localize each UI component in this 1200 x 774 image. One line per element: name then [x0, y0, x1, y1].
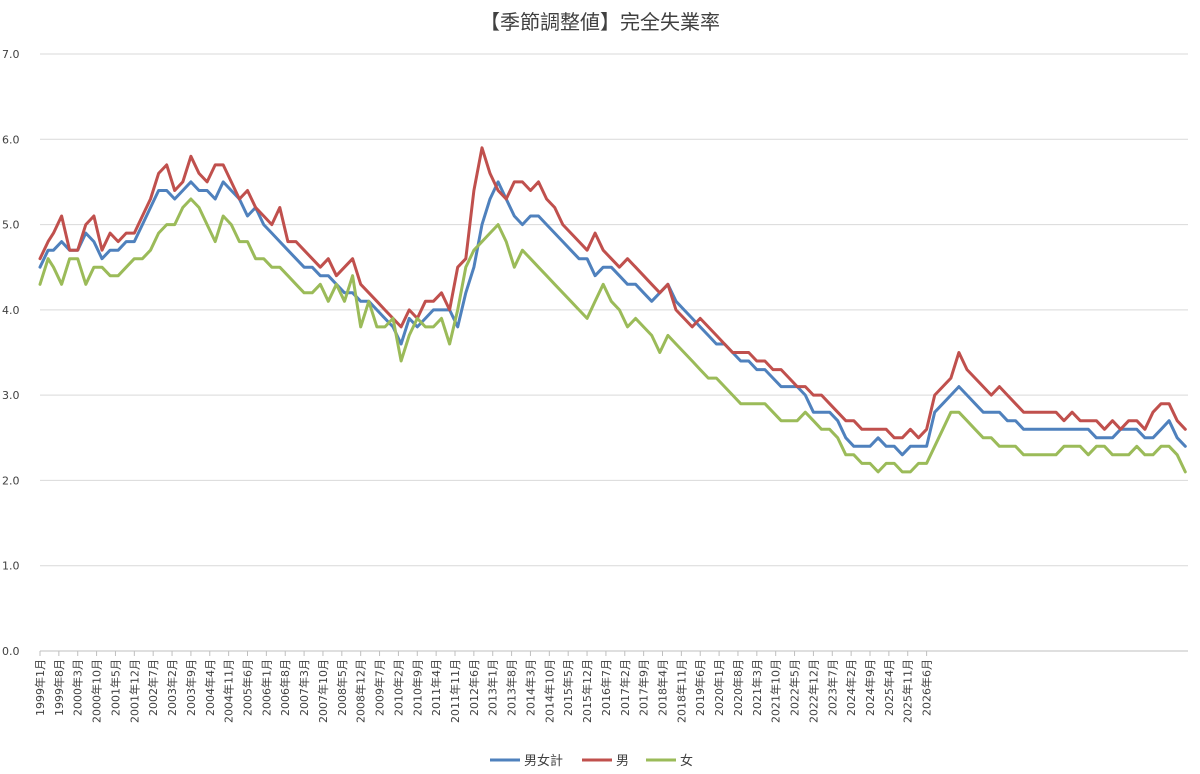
y-tick-label: 4.0 — [2, 304, 20, 317]
y-tick-label: 2.0 — [2, 474, 20, 487]
x-tick-label: 2004年4月 — [203, 659, 217, 716]
x-tick-label: 2017年2月 — [618, 659, 632, 716]
legend: 男女計 男 女 — [490, 753, 693, 769]
chart-title: 【季節調整値】完全失業率 — [480, 10, 720, 34]
y-tick-label: 0.0 — [2, 645, 20, 658]
x-tick-label: 2024年2月 — [844, 659, 858, 716]
x-tick-label: 2010年9月 — [410, 659, 424, 716]
x-tick-label: 2001年5月 — [108, 659, 122, 716]
x-tick-label: 2020年8月 — [731, 659, 745, 716]
x-tick-label: 2006年1月 — [259, 659, 273, 716]
x-tick-label: 2001年12月 — [127, 659, 141, 723]
x-tick-label: 2020年1月 — [712, 659, 726, 716]
y-tick-label: 3.0 — [2, 389, 20, 402]
x-tick-label: 2010年2月 — [391, 659, 405, 716]
x-tick-label: 2025年11月 — [901, 659, 915, 723]
x-tick-label: 2014年3月 — [523, 659, 537, 716]
series-line-3 — [38, 197, 1187, 474]
x-tick-label: 2017年9月 — [637, 659, 651, 716]
legend-label: 男女計 — [524, 753, 563, 769]
x-tick-label: 2004年11月 — [222, 659, 236, 723]
legend-label: 女 — [680, 753, 693, 769]
y-tick-label: 6.0 — [2, 133, 20, 146]
x-tick-label: 2000年10月 — [90, 659, 104, 723]
x-tick-label: 2018年4月 — [656, 659, 670, 716]
x-tick-label: 2015年5月 — [561, 659, 575, 716]
x-tick-label: 2022年5月 — [788, 659, 802, 716]
y-axis: 0.0 1.0 2.0 3.0 4.0 5.0 6.0 7.0 — [2, 48, 20, 658]
x-tick-label: 2023年7月 — [825, 659, 839, 716]
series-line-2 — [38, 146, 1187, 440]
x-tick-label: 2026年6月 — [920, 659, 934, 716]
x-tick-label: 2022年12月 — [806, 659, 820, 723]
gridlines — [40, 53, 1188, 652]
x-tick-label: 2000年3月 — [71, 659, 85, 716]
x-tick-label: 2008年12月 — [354, 659, 368, 723]
y-tick-label: 7.0 — [2, 48, 20, 61]
x-axis: 1999年1月 1999年8月 2000年3月 2000年10月 2001年5月 2001… — [33, 651, 934, 723]
y-tick-label: 5.0 — [2, 219, 20, 232]
x-tick-label: 2016年7月 — [599, 659, 613, 716]
x-tick-label: 2003年9月 — [184, 659, 198, 716]
x-tick-label: 2013年1月 — [486, 659, 500, 716]
x-tick-label: 2003年2月 — [165, 659, 179, 716]
x-tick-label: 2024年9月 — [863, 659, 877, 716]
x-tick-label: 1999年8月 — [52, 659, 66, 716]
x-tick-label: 2007年10月 — [316, 659, 330, 723]
x-tick-label: 2011年11月 — [448, 659, 462, 723]
x-tick-label: 2011年4月 — [429, 659, 443, 716]
x-tick-label: 2005年6月 — [241, 659, 255, 716]
x-tick-label: 2009年7月 — [373, 659, 387, 716]
x-tick-label: 2014年10月 — [542, 659, 556, 723]
series-line-1 — [38, 180, 1187, 457]
legend-label: 男 — [616, 754, 629, 769]
x-tick-label: 2007年3月 — [297, 659, 311, 716]
x-tick-label: 2008年5月 — [335, 659, 349, 716]
x-tick-label: 2013年8月 — [505, 659, 519, 716]
x-tick-label: 2015年12月 — [580, 659, 594, 723]
x-tick-label: 2012年6月 — [467, 659, 481, 716]
x-tick-label: 2025年4月 — [882, 659, 896, 716]
x-tick-label: 2021年3月 — [750, 659, 764, 716]
x-tick-label: 2018年11月 — [674, 659, 688, 723]
x-tick-label: 2019年6月 — [693, 659, 707, 716]
y-tick-label: 1.0 — [2, 560, 20, 573]
x-tick-label: 2021年10月 — [769, 659, 783, 723]
series-lines — [38, 146, 1187, 474]
x-tick-label: 2006年8月 — [278, 659, 292, 716]
x-tick-label: 1999年1月 — [33, 659, 47, 716]
x-tick-label: 2002年7月 — [146, 659, 160, 716]
